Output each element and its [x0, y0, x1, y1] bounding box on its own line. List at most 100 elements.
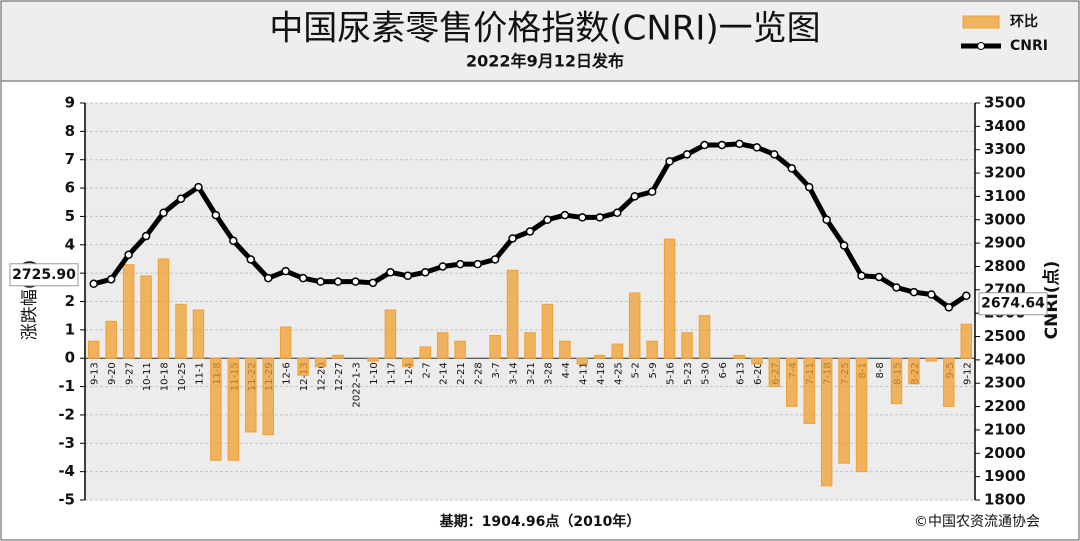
line-marker: [368, 278, 378, 288]
bar: [663, 238, 676, 359]
footnote: 基期：1904.96点（2010年）: [440, 513, 641, 530]
y-tick-label: -2: [58, 405, 75, 423]
y2-tick-label: 2300: [984, 374, 1026, 392]
y2-tick-label: 2900: [984, 234, 1026, 252]
line-marker: [525, 227, 535, 236]
line-marker: [613, 208, 622, 218]
x-tick-label: 2-14: [439, 362, 450, 385]
line-marker: [752, 143, 762, 152]
bar: [332, 354, 344, 359]
y2-tick-label: 3200: [984, 164, 1026, 182]
legend-swatch: [977, 42, 985, 50]
x-tick-label: 6-13: [735, 362, 746, 385]
y2-tick-label: 3000: [984, 210, 1026, 228]
bar: [628, 292, 641, 359]
line-marker: [124, 250, 133, 260]
x-tick-label: 2022-1-3: [351, 362, 362, 407]
line-marker: [316, 277, 325, 286]
line-marker: [176, 194, 186, 203]
y2-tick-label: 3300: [984, 140, 1026, 158]
bar: [297, 357, 309, 376]
bar: [576, 357, 589, 365]
bar: [175, 303, 187, 359]
bar: [768, 357, 781, 388]
y2-axis-title: CNRI(点): [1041, 261, 1062, 340]
y2-tick-label: 2200: [984, 397, 1026, 415]
bar: [262, 357, 274, 436]
line-marker: [543, 215, 552, 225]
line-marker: [874, 272, 884, 282]
x-tick-label: 6-6: [718, 362, 729, 378]
bar: [541, 303, 554, 359]
x-tick-label: 9-12: [962, 362, 973, 385]
y2-tick-label: 1800: [984, 491, 1026, 509]
bar: [524, 332, 536, 359]
x-tick-label: 2-7: [421, 362, 432, 378]
header-band: [0, 0, 1080, 82]
bar: [402, 357, 414, 368]
value-label-box: [9, 263, 79, 287]
x-tick-label: 6-20: [753, 362, 764, 385]
line-marker: [386, 268, 395, 277]
bar: [506, 269, 519, 359]
bar: [751, 357, 763, 365]
bar: [437, 332, 449, 359]
bar: [157, 258, 170, 359]
legend-label: 环比: [1010, 13, 1038, 30]
line-marker: [229, 236, 238, 246]
bar: [384, 309, 397, 359]
bar: [192, 309, 205, 359]
line-marker: [665, 157, 674, 166]
bar: [786, 357, 798, 407]
line-marker: [647, 187, 657, 196]
x-tick-label: 4-18: [596, 362, 607, 385]
y-tick-label: 4: [65, 235, 75, 253]
bar: [925, 357, 938, 362]
y-tick-label: 7: [65, 150, 75, 168]
line-marker: [351, 277, 360, 286]
y2-tick-label: 3400: [984, 117, 1026, 135]
x-tick-label: 3-14: [509, 362, 520, 385]
bar: [367, 357, 379, 362]
y2-tick-label: 2500: [984, 327, 1026, 345]
line-marker: [717, 140, 727, 150]
line-marker: [159, 208, 168, 218]
line-marker: [909, 287, 919, 297]
bar: [890, 357, 903, 405]
line-marker: [770, 150, 779, 159]
x-tick-label: 2-21: [456, 362, 467, 385]
x-tick-label: 12-6: [282, 362, 293, 385]
x-tick-label: 4-25: [613, 362, 624, 385]
x-tick-label: 3-28: [543, 362, 554, 385]
line-marker: [927, 290, 936, 299]
bar: [838, 357, 850, 464]
x-tick-label: 5-23: [683, 362, 694, 385]
x-tick-label: 8-8: [875, 362, 886, 378]
bar: [210, 357, 222, 461]
y-tick-label: -3: [58, 434, 75, 452]
line-marker: [211, 210, 221, 220]
y-tick-label: 2: [65, 292, 75, 310]
line-marker: [141, 231, 151, 241]
x-tick-label: 11-1: [194, 362, 205, 385]
line-marker: [508, 234, 517, 243]
x-tick-label: 10-25: [177, 362, 188, 391]
line-marker: [421, 268, 430, 277]
line-marker: [455, 259, 465, 269]
x-tick-label: 12-13: [299, 362, 310, 391]
bar: [594, 354, 606, 359]
bar: [419, 346, 432, 359]
x-tick-label: 4-4: [561, 362, 572, 378]
bar: [559, 340, 571, 359]
y-tick-label: -5: [58, 491, 75, 509]
bar: [960, 323, 973, 359]
value-label: 2674.64: [981, 296, 1045, 312]
y-tick-label: 5: [65, 207, 75, 225]
bar: [698, 315, 711, 359]
x-tick-label: 12-27: [334, 362, 345, 391]
x-tick-label: 9-20: [107, 362, 118, 385]
bar: [489, 335, 501, 359]
bar: [646, 340, 658, 359]
line-marker: [822, 215, 831, 225]
